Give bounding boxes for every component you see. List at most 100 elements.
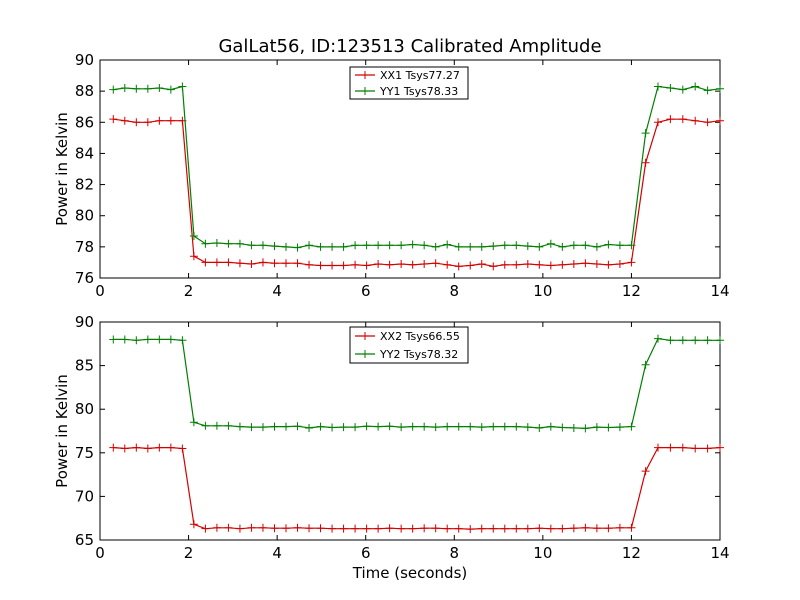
data-point	[120, 335, 129, 344]
data-point	[166, 335, 175, 344]
data-point	[109, 115, 118, 124]
data-point	[132, 336, 141, 345]
x-tick-label: 12	[622, 544, 641, 562]
legend: XX1 Tsys77.27 YY1 Tsys78.33	[349, 66, 469, 100]
data-point	[143, 335, 152, 344]
data-point	[224, 421, 233, 430]
data-point	[247, 241, 256, 250]
data-point	[189, 418, 198, 427]
data-point	[397, 524, 406, 533]
data-point	[420, 524, 429, 533]
data-point	[641, 129, 650, 138]
data-point	[166, 443, 175, 452]
y-tick-label: 82	[75, 176, 94, 194]
data-point	[362, 524, 371, 533]
data-point	[420, 259, 429, 268]
data-point	[282, 524, 290, 533]
data-point	[166, 85, 175, 94]
data-point	[627, 422, 636, 431]
data-point	[443, 422, 452, 431]
data-point	[212, 421, 221, 430]
data-point	[581, 523, 590, 532]
legend-box	[349, 326, 469, 364]
data-point	[466, 525, 475, 534]
data-point	[615, 523, 624, 532]
y-tick-label: 90	[75, 313, 94, 331]
data-point	[466, 242, 475, 251]
data-point	[155, 443, 164, 452]
legend: XX2 Tsys66.55 YY2 Tsys78.32	[349, 326, 469, 364]
data-point	[120, 84, 129, 93]
data-point	[385, 260, 394, 269]
data-point	[109, 335, 118, 344]
data-point	[431, 524, 440, 533]
data-point	[569, 524, 578, 533]
data-point	[328, 524, 337, 533]
data-point	[703, 118, 712, 127]
data-point	[362, 261, 371, 270]
legend-label: XX1 Tsys77.27	[380, 69, 460, 82]
data-point	[691, 116, 700, 125]
x-tick-label: 0	[95, 544, 105, 562]
data-point	[615, 423, 624, 432]
data-point	[293, 523, 302, 532]
data-point	[328, 261, 337, 270]
data-point	[328, 423, 337, 432]
data-point	[489, 524, 498, 533]
x-tick-label: 8	[450, 282, 460, 300]
y-tick-label: 78	[75, 238, 94, 256]
data-point	[339, 423, 348, 432]
data-point	[535, 524, 544, 533]
data-point	[592, 259, 601, 268]
data-point	[143, 118, 152, 127]
data-point	[443, 240, 452, 249]
data-point	[500, 524, 509, 533]
x-tick-label: 8	[450, 544, 460, 562]
data-point	[258, 423, 267, 432]
data-point	[120, 444, 129, 453]
data-point	[385, 524, 394, 533]
data-point	[270, 242, 279, 251]
data-point	[374, 422, 383, 431]
data-point	[316, 242, 325, 251]
x-tick-label: 6	[361, 282, 371, 300]
data-point	[592, 242, 601, 251]
data-point	[666, 115, 675, 124]
y-axis-label: Power in Kelvin	[53, 374, 71, 488]
data-point	[109, 443, 118, 452]
data-point	[592, 524, 601, 533]
data-point	[604, 524, 613, 533]
y-tick-label: 84	[75, 144, 94, 162]
data-point	[477, 259, 486, 268]
data-point	[500, 260, 509, 269]
data-point	[385, 241, 394, 250]
y-tick-label: 65	[75, 531, 94, 549]
data-point	[270, 422, 279, 431]
data-point	[201, 524, 210, 533]
data-point	[374, 259, 383, 268]
y-tick-label: 80	[75, 400, 94, 418]
data-point	[703, 86, 712, 95]
data-point	[351, 524, 360, 533]
x-tick-label: 6	[361, 544, 371, 562]
data-point	[454, 524, 463, 533]
legend-label: YY2 Tsys78.32	[379, 348, 458, 361]
data-point	[431, 423, 440, 432]
data-point	[443, 524, 452, 533]
data-point	[397, 259, 406, 268]
data-point	[305, 241, 314, 250]
data-point	[282, 259, 290, 268]
x-tick-label: 10	[533, 544, 552, 562]
x-tick-label: 2	[184, 544, 194, 562]
data-point	[641, 360, 650, 369]
data-point	[166, 116, 175, 125]
data-point	[247, 259, 256, 268]
data-point	[189, 231, 198, 240]
data-point	[224, 258, 233, 267]
x-tick-label: 2	[184, 282, 194, 300]
data-point	[512, 524, 521, 533]
y-tick-label: 76	[75, 269, 94, 287]
data-point	[627, 258, 636, 267]
data-point	[703, 444, 712, 453]
y-tick-label: 86	[75, 113, 94, 131]
